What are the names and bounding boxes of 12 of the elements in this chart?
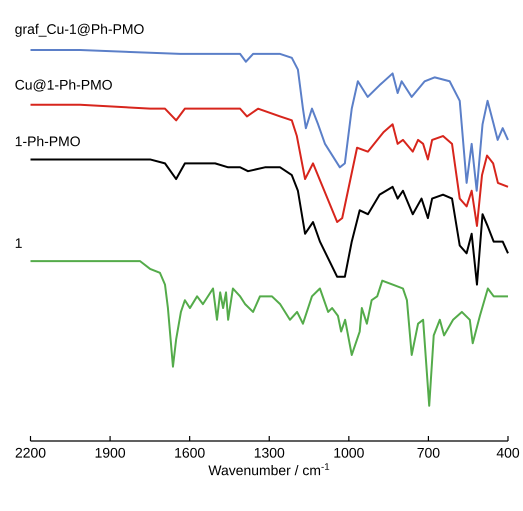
x-tick-label: 1300 — [254, 448, 284, 458]
x-tick-label: 1900 — [96, 448, 126, 458]
x-tick-label: 400 — [496, 448, 520, 458]
x-tick-label: 700 — [418, 448, 440, 458]
series-label: 1 — [16, 238, 22, 248]
x-tick-label: 2200 — [16, 448, 46, 458]
series-label: graf_Cu-1@Ph-PMO — [15, 24, 144, 37]
series-label: Cu@1-Ph-PMO — [15, 79, 112, 92]
x-axis-title: Wavenumber / cm$^{-1}$ — [208, 463, 330, 476]
series-label: 1-Ph-PMO — [16, 136, 80, 146]
x-tick-label: 1600 — [175, 448, 205, 458]
x-tick-label: 1000 — [334, 448, 364, 458]
